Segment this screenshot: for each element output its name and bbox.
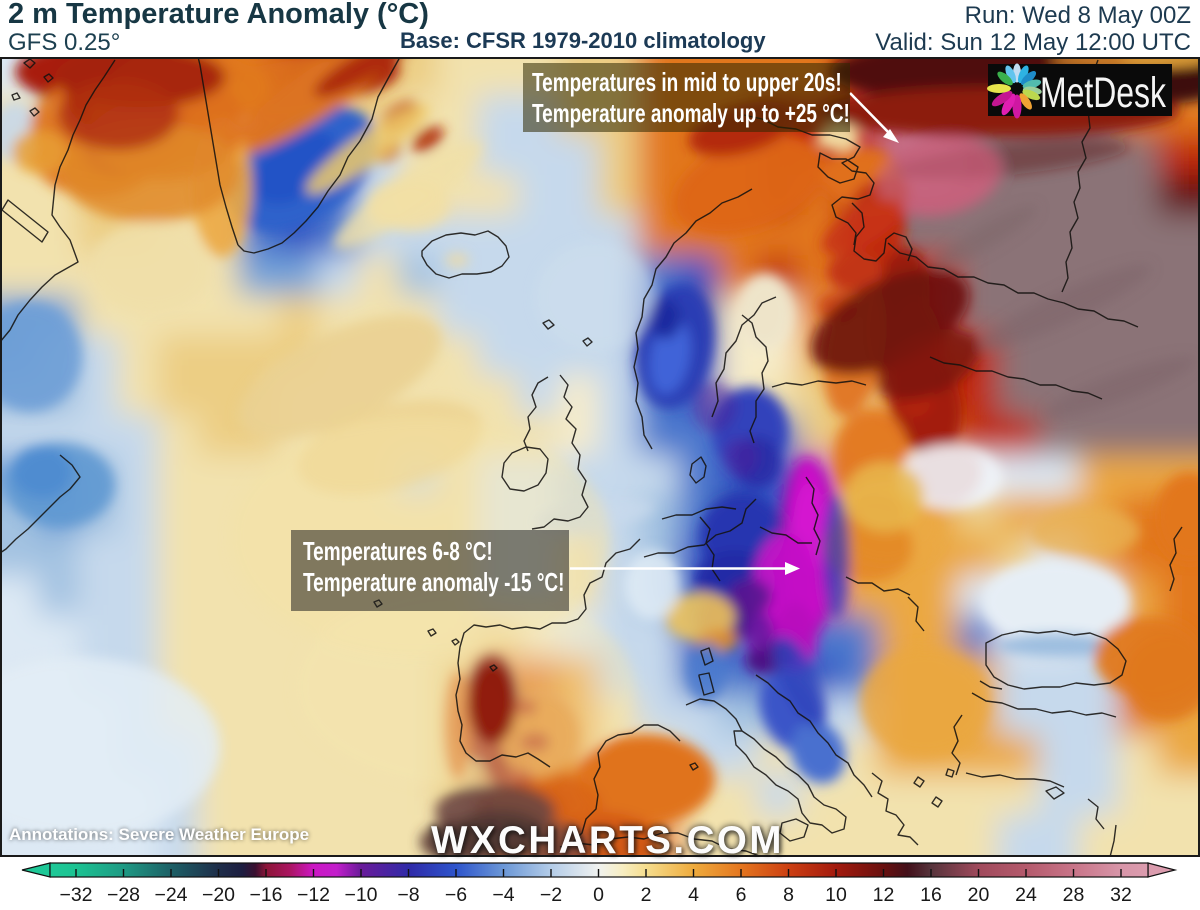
svg-text:10: 10: [825, 884, 847, 906]
svg-text:−24: −24: [154, 884, 187, 906]
svg-text:−10: −10: [344, 884, 377, 906]
svg-text:−2: −2: [540, 884, 562, 906]
svg-text:4: 4: [688, 884, 699, 906]
svg-text:−6: −6: [445, 884, 467, 906]
svg-text:12: 12: [873, 884, 895, 906]
svg-text:−16: −16: [249, 884, 282, 906]
svg-text:−20: −20: [202, 884, 235, 906]
svg-text:20: 20: [968, 884, 990, 906]
svg-text:−4: −4: [492, 884, 514, 906]
svg-text:16: 16: [920, 884, 942, 906]
svg-text:32: 32: [1110, 884, 1132, 906]
svg-text:6: 6: [736, 884, 747, 906]
svg-text:0: 0: [593, 884, 604, 906]
svg-text:−8: −8: [397, 884, 419, 906]
svg-text:24: 24: [1015, 884, 1037, 906]
svg-text:−32: −32: [59, 884, 92, 906]
svg-text:−12: −12: [297, 884, 330, 906]
svg-text:28: 28: [1063, 884, 1085, 906]
svg-text:−28: −28: [107, 884, 140, 906]
svg-text:2: 2: [641, 884, 652, 906]
svg-text:MetDesk: MetDesk: [1040, 69, 1166, 117]
svg-text:8: 8: [783, 884, 794, 906]
